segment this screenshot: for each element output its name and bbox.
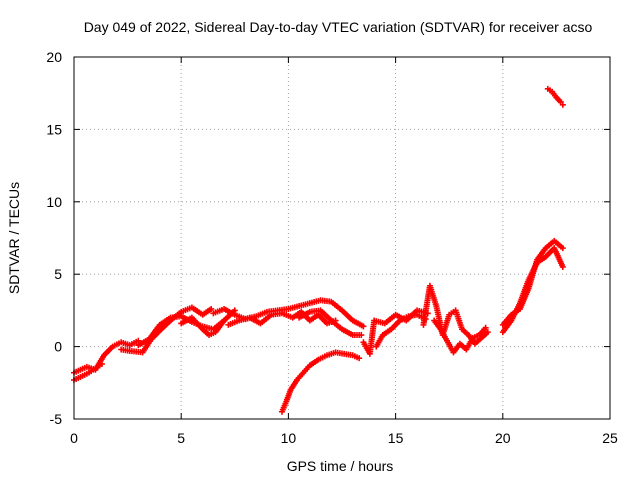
series-arc-7: [225, 308, 339, 328]
x-tick-label: 20: [495, 430, 511, 446]
y-tick-label: 15: [46, 121, 62, 137]
series-arc-2: [71, 360, 105, 383]
series-arc-13: [431, 317, 489, 356]
y-tick-label: -5: [50, 411, 63, 427]
series-arc-1: [71, 337, 142, 376]
x-tick-label: 25: [602, 430, 618, 446]
y-axis-label: SDTVAR / TECUs: [6, 182, 22, 294]
y-tick-label: 20: [46, 49, 62, 65]
x-tick-label: 10: [281, 430, 297, 446]
data-point: [482, 324, 489, 331]
plot-frame: [73, 56, 611, 420]
x-axis-label: GPS time / hours: [287, 458, 394, 474]
series-arc-9: [278, 349, 363, 415]
x-tick-label: 15: [388, 430, 404, 446]
data-point: [208, 305, 215, 312]
y-axis: -5 0 5 10 15 20: [46, 49, 610, 427]
data-points: [71, 85, 566, 415]
x-axis: 0 5 10 15 20 25: [70, 57, 618, 446]
x-tick-label: 0: [70, 430, 78, 446]
y-tick-label: 0: [54, 339, 62, 355]
series-arc-8: [296, 307, 365, 339]
data-point: [559, 101, 566, 108]
y-tick-label: 10: [46, 194, 62, 210]
series-arc-16: [544, 85, 566, 108]
series-arc-15: [499, 245, 566, 336]
data-point: [358, 332, 365, 339]
grid: [74, 57, 610, 419]
data-point: [559, 263, 566, 270]
y-tick-label: 5: [54, 266, 62, 282]
series-arc-5: [178, 307, 238, 339]
data-point: [356, 355, 363, 362]
data-point: [559, 245, 566, 252]
x-tick-label: 5: [177, 430, 185, 446]
data-point: [360, 323, 367, 330]
chart-title: Day 049 of 2022, Sidereal Day-to-day VTE…: [84, 19, 593, 35]
data-point: [98, 360, 105, 367]
series-arc-12: [420, 282, 491, 347]
data-point: [484, 329, 491, 336]
